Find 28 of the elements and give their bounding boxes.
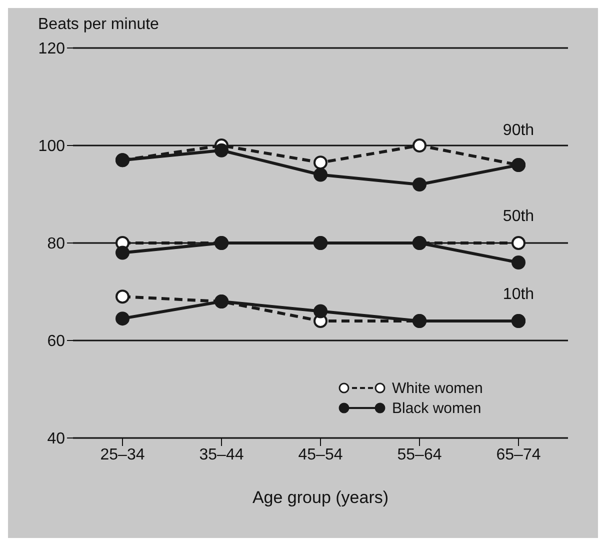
annotation: 10th xyxy=(502,286,534,303)
x-axis-title: Age group (years) xyxy=(252,488,389,507)
legend-label: Black women xyxy=(392,400,482,416)
point xyxy=(314,304,328,318)
x-tick-label: 35–44 xyxy=(199,446,244,464)
point xyxy=(412,138,426,152)
y-tick-label: 60 xyxy=(47,333,66,350)
x-tick-label: 25–34 xyxy=(100,446,145,464)
x-tick-label: 55–64 xyxy=(397,446,442,464)
y-tick-label: 80 xyxy=(47,236,66,253)
point xyxy=(512,236,526,250)
point xyxy=(314,156,328,170)
annotation: 50th xyxy=(502,208,534,225)
y-tick-label: 120 xyxy=(38,40,66,58)
legend-label: White women xyxy=(392,380,483,396)
point xyxy=(116,290,130,304)
annotation: 90th xyxy=(502,122,534,139)
point xyxy=(412,178,426,192)
point xyxy=(116,312,130,326)
x-tick-label: 65–74 xyxy=(496,446,541,464)
point xyxy=(116,246,130,260)
point xyxy=(512,256,526,270)
y-axis-title: Beats per minute xyxy=(38,16,159,34)
point xyxy=(314,168,328,182)
y-tick-label: 40 xyxy=(47,430,66,448)
point xyxy=(214,143,228,158)
y-tick-label: 100 xyxy=(38,138,66,156)
x-tick-label: 45–54 xyxy=(298,446,343,464)
